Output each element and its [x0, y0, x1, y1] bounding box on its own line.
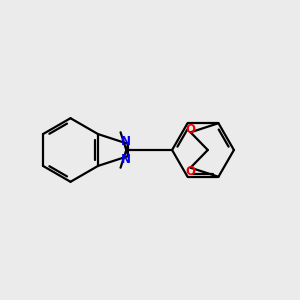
Text: O: O: [185, 123, 196, 136]
Text: O: O: [185, 165, 196, 178]
Text: N: N: [121, 135, 131, 148]
Text: N: N: [121, 153, 131, 166]
